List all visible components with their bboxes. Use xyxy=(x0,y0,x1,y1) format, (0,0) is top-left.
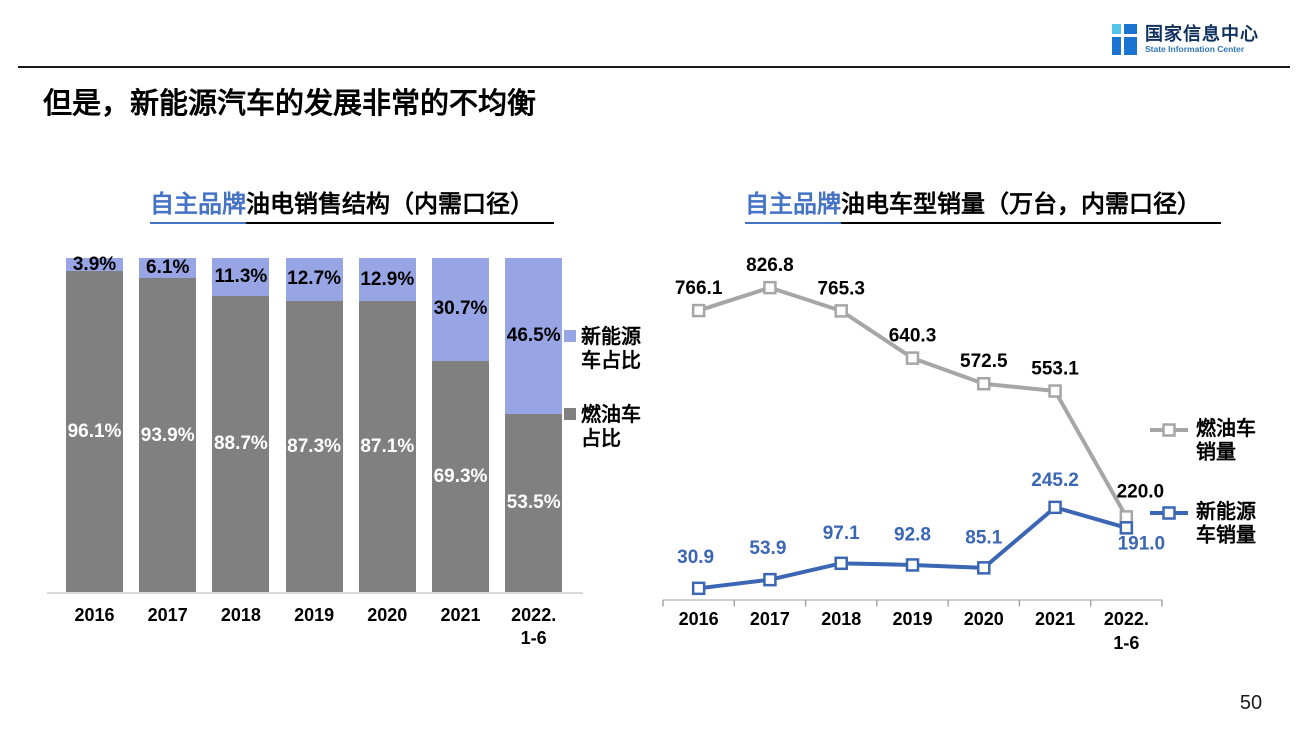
line-chart-title-highlight: 自主品牌 xyxy=(745,191,841,224)
line-x-axis-label: 2016 xyxy=(679,609,719,629)
new-energy-marker xyxy=(977,561,991,575)
bar-x-axis-label: 2017 xyxy=(147,605,188,625)
fuel-marker xyxy=(691,303,706,318)
legend-label-fuel-sales: 燃油车 xyxy=(1196,416,1256,440)
line-chart-title-text: 油电车型销量（万台，内需口径） xyxy=(841,191,1221,224)
logo-title: 国家信息中心 xyxy=(1145,24,1259,44)
new-energy-marker xyxy=(763,572,777,587)
bar-chart-title: 自主品牌油电销售结构（内需口径） xyxy=(150,184,554,224)
legend-label-fuel-sales: 销量 xyxy=(1196,440,1236,464)
bar-label-new-energy: 11.3% xyxy=(214,265,268,287)
bar-x-axis-label: 2016 xyxy=(74,605,115,625)
bar-x-axis-label: 2022. 1-6 xyxy=(511,605,557,648)
bar-segment-fuel xyxy=(66,271,123,593)
bar-label-fuel: 93.9% xyxy=(140,424,195,446)
legend-swatch-new-energy-share xyxy=(564,330,576,342)
legend-label-new-energy-share: 新能源 车占比 xyxy=(581,326,641,372)
bar-segment-fuel xyxy=(139,278,197,593)
stacked-bar-chart: 3.9% 96.1% 2016 6.1% 93.9% 2017 11.3% 88.7% 2018… xyxy=(47,253,641,648)
bar-chart-title-text: 油电销售结构（内需口径） xyxy=(246,191,554,224)
page-number: 50 xyxy=(1239,692,1263,714)
new-energy-marker xyxy=(905,558,920,572)
header-divider xyxy=(18,66,1290,68)
bar-segment-new-energy xyxy=(505,258,563,414)
fuel-data-label: 640.3 xyxy=(889,326,937,347)
bar-label-new-energy: 30.7% xyxy=(433,298,488,320)
line-x-axis-label: 2021 xyxy=(1035,609,1075,629)
fuel-data-label: 766.1 xyxy=(675,278,723,299)
bar-label-fuel: 69.3% xyxy=(433,465,488,487)
bar-segment-fuel xyxy=(432,360,489,593)
line-x-axis-label: 1-6 xyxy=(1113,633,1139,653)
line-chart-title: 自主品牌油电车型销量（万台，内需口径） xyxy=(745,184,1221,224)
bar-x-axis-label: 2018 xyxy=(220,605,261,625)
logo-text: 国家信息中心 State Information Center xyxy=(1145,24,1259,55)
fuel-marker xyxy=(905,351,920,365)
legend-label-fuel-share: 燃油车 占比 xyxy=(581,404,641,450)
new-energy-data-label: 191.0 xyxy=(1118,533,1166,554)
new-energy-marker xyxy=(1119,521,1134,535)
new-energy-data-label: 245.2 xyxy=(1031,470,1079,491)
fuel-data-label: 826.8 xyxy=(746,255,794,276)
line-x-axis-label: 2018 xyxy=(821,609,861,629)
bar-segment-new-energy xyxy=(285,258,343,301)
fuel-marker xyxy=(763,280,777,295)
fuel-marker xyxy=(977,376,991,391)
line-x-axis-label: 2019 xyxy=(892,609,932,629)
bar-label-fuel: 96.1% xyxy=(67,421,122,443)
logo-subtitle: State Information Center xyxy=(1145,44,1245,54)
fuel-marker xyxy=(1119,510,1134,524)
new-energy-data-label: 53.9 xyxy=(749,538,786,559)
bar-label-fuel: 88.7% xyxy=(213,433,268,455)
bar-label-new-energy: 6.1% xyxy=(146,257,190,279)
new-energy-marker xyxy=(691,581,706,596)
new-energy-data-label: 92.8 xyxy=(894,524,931,545)
bar-segment-fuel xyxy=(505,413,563,593)
bar-segment-fuel xyxy=(212,295,270,593)
legend-label-new-energy-sales: 车销量 xyxy=(1196,523,1256,547)
fuel-data-label: 220.0 xyxy=(1117,481,1165,502)
bar-segment-fuel xyxy=(285,300,343,593)
new-energy-data-label: 30.9 xyxy=(677,547,714,568)
bar-label-new-energy: 12.7% xyxy=(287,268,342,290)
bar-label-new-energy: 12.9% xyxy=(360,268,415,290)
bar-segment-new-energy xyxy=(66,258,123,272)
bar-label-fuel: 53.5% xyxy=(506,492,561,514)
sic-logo-icon xyxy=(1112,24,1137,55)
line-x-axis-label: 2020 xyxy=(964,609,1004,629)
fuel-marker xyxy=(1048,384,1062,398)
line-x-axis-label: 2022. xyxy=(1104,609,1149,629)
bar-segment-new-energy xyxy=(212,258,270,296)
fuel-marker xyxy=(834,304,848,318)
bar-chart-baseline xyxy=(47,592,583,594)
bar-segment-new-energy xyxy=(139,258,197,279)
line-x-axis-label: 2017 xyxy=(750,609,790,629)
bar-x-axis-label: 2019 xyxy=(294,605,335,625)
new-energy-marker xyxy=(1048,500,1062,515)
bar-segment-new-energy xyxy=(358,258,416,302)
fuel-data-label: 553.1 xyxy=(1031,359,1079,380)
bar-x-axis-label: 2021 xyxy=(440,605,481,625)
new-energy-data-label: 97.1 xyxy=(823,523,860,544)
page-title: 但是，新能源汽车的发展非常的不均衡 xyxy=(43,88,537,120)
sic-logo: 国家信息中心 State Information Center xyxy=(1112,24,1259,55)
bar-label-fuel: 87.3% xyxy=(287,435,342,457)
bar-x-axis-label: 2020 xyxy=(367,605,408,625)
legend-swatch-fuel-share xyxy=(564,408,576,420)
legend-marker-new-energy-sales xyxy=(1162,506,1176,520)
bar-chart-title-highlight: 自主品牌 xyxy=(150,191,246,224)
bar-label-new-energy: 3.9% xyxy=(72,253,117,275)
fuel-data-label: 765.3 xyxy=(817,278,865,299)
bar-segment-fuel xyxy=(358,301,416,593)
fuel-data-label: 572.5 xyxy=(960,351,1008,372)
bar-label-fuel: 87.1% xyxy=(360,436,415,458)
bar-segment-new-energy xyxy=(432,258,489,361)
legend-label-new-energy-sales: 新能源 xyxy=(1196,499,1256,523)
legend-marker-fuel-sales xyxy=(1162,423,1176,437)
new-energy-data-label: 85.1 xyxy=(965,527,1002,548)
bar-label-new-energy: 46.5% xyxy=(506,324,561,346)
new-energy-marker xyxy=(834,556,848,571)
